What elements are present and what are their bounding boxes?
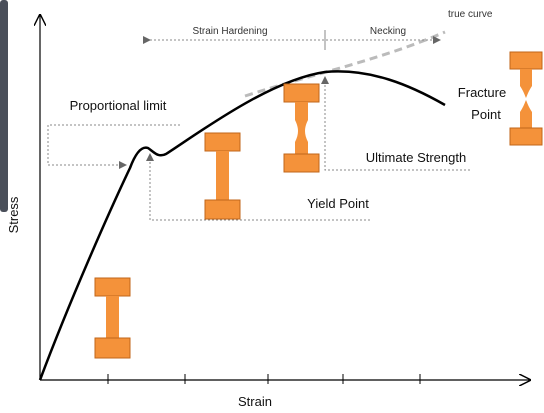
fracture-label: Fracture — [458, 85, 506, 100]
fracture-label: Point — [471, 107, 501, 122]
proportional-limit-label: Proportional limit — [70, 98, 167, 113]
true-curve-label: true curve — [448, 9, 493, 20]
y-axis-label: Stress — [6, 196, 21, 233]
stress-strain-diagram: Stress Strain true curve Strain Hardenin… — [0, 0, 544, 413]
specimen-elastic — [95, 278, 130, 358]
specimen-fracture — [510, 52, 542, 145]
necking-label: Necking — [370, 26, 406, 37]
yield-point-label: Yield Point — [307, 196, 369, 211]
strain-hardening-label: Strain Hardening — [192, 26, 267, 37]
side-bar — [0, 0, 8, 212]
specimen-yield — [205, 133, 240, 219]
stress-strain-curve — [40, 71, 445, 380]
proportional-limit-leader — [48, 125, 180, 165]
specimen-necking — [284, 84, 319, 172]
true-curve — [245, 32, 445, 96]
ultimate-strength-label: Ultimate Strength — [366, 150, 466, 165]
x-axis-label: Strain — [238, 394, 272, 409]
